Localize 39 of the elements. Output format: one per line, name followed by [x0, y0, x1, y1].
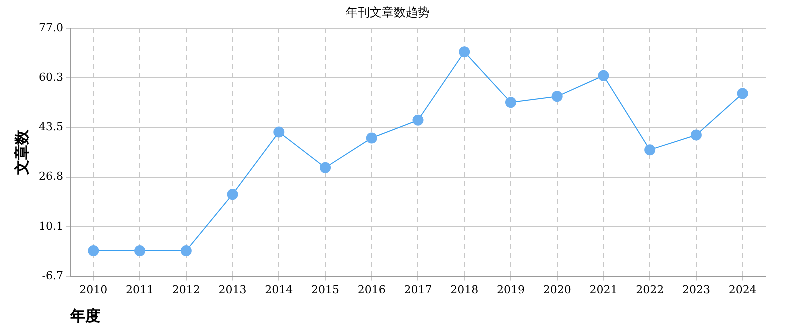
x-tick-label: 2017: [404, 283, 432, 296]
y-tick-label: 10.1: [38, 220, 64, 233]
point: [737, 88, 748, 100]
x-tick-label: 2018: [450, 283, 479, 296]
x-tick-label: 2021: [590, 283, 618, 296]
y-tick-label: 77.0: [38, 21, 64, 34]
y-tick-label: 26.8: [38, 170, 64, 184]
x-tick-label: 2016: [358, 283, 386, 296]
x-tick-label: 2024: [728, 283, 757, 296]
point: [366, 132, 378, 144]
point: [227, 189, 238, 200]
point: [180, 245, 192, 256]
y-tick-label: -6.7: [42, 270, 64, 283]
x-axis-title: 年度: [69, 306, 100, 325]
point: [598, 70, 610, 82]
x-tick-label: 2014: [265, 283, 294, 296]
x-tick-label: 2011: [126, 283, 154, 296]
x-tick-label: 2010: [80, 283, 108, 296]
point: [134, 245, 146, 256]
point: [88, 245, 100, 256]
point: [320, 162, 332, 174]
point: [274, 126, 285, 138]
point: [505, 97, 516, 108]
y-tick-label: 60.3: [38, 70, 64, 84]
x-tick-label: 2013: [218, 283, 247, 296]
point: [412, 114, 424, 126]
y-tick-label: 43.5: [38, 120, 64, 134]
x-tick-label: 2020: [543, 283, 572, 296]
x-tick-label: 2015: [312, 283, 340, 296]
point: [459, 46, 470, 58]
point: [644, 144, 656, 156]
chart-title: 年刊文章数趋势: [346, 5, 430, 20]
point: [690, 130, 702, 141]
x-tick-label: 2019: [496, 283, 525, 296]
point: [552, 91, 563, 102]
x-tick-label: 2022: [636, 283, 664, 296]
y-axis-title: 文章数: [12, 129, 31, 176]
x-tick-label: 2023: [682, 283, 710, 296]
x-tick-label: 2012: [172, 283, 200, 296]
